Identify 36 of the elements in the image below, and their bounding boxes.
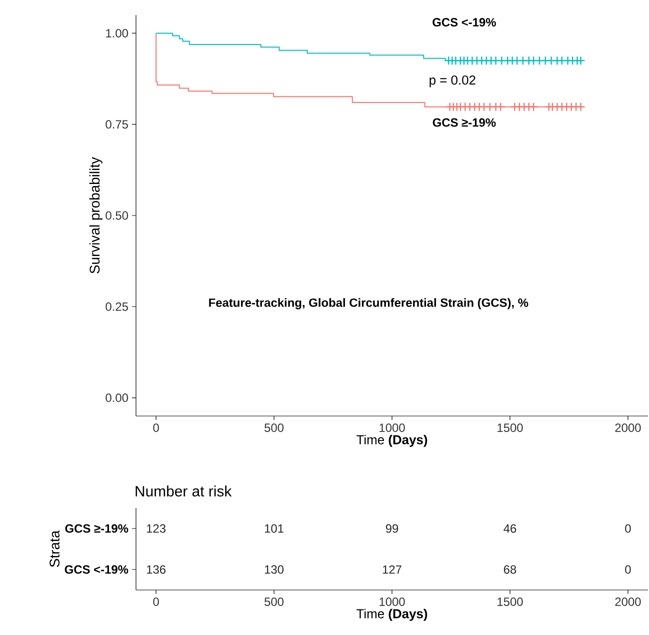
data-label: 130 [264, 565, 284, 574]
y-tick-label: GCS ≥-19% [65, 524, 128, 533]
data-label: 136 [146, 565, 166, 574]
data-label: 0 [625, 524, 631, 533]
y-axis-title: Survival probability [89, 157, 102, 274]
text: GCS <-19% [432, 18, 496, 27]
annotation: p = 0.02 [430, 75, 476, 88]
x-axis-title: Time (Days) [356, 434, 428, 447]
data-label: 101 [264, 524, 284, 533]
x-tick-label: 500 [264, 424, 284, 432]
x-tick-label: 0 [153, 598, 159, 606]
data-label: 0 [625, 565, 631, 574]
y-tick-label: 0.50 [106, 211, 128, 220]
x-axis-title: Time (Days) [356, 608, 428, 621]
x-tick-label: 1000 [380, 598, 405, 606]
x-tick-label: 1500 [498, 598, 523, 606]
data-label: 127 [382, 565, 402, 574]
y-axis-title: Strata [50, 530, 60, 567]
y-tick-label: 0.00 [106, 394, 128, 402]
y-tick-label: 1.00 [106, 28, 128, 38]
data-label: 46 [504, 524, 516, 533]
annotation: Feature-tracking, Global Circumferential Strain (GCS), % [209, 298, 528, 310]
x-tick-label: 2000 [615, 598, 641, 606]
x-tick-label: 2000 [615, 424, 641, 432]
x-tick-label: 1500 [498, 424, 523, 432]
y-tick-label: 0.75 [106, 120, 128, 129]
y-tick-label: 0.25 [106, 302, 128, 311]
data-label: 68 [504, 565, 516, 574]
chart-title: Number at risk [136, 486, 232, 496]
x-tick-label: 1000 [380, 424, 405, 432]
data-label: 99 [386, 524, 398, 533]
x-tick-label: 0 [153, 424, 159, 432]
series-label: GCS ≥-19% [432, 118, 496, 127]
x-tick-label: 500 [264, 598, 284, 606]
data-label: 123 [146, 524, 166, 533]
y-tick-label: GCS <-19% [64, 565, 128, 574]
